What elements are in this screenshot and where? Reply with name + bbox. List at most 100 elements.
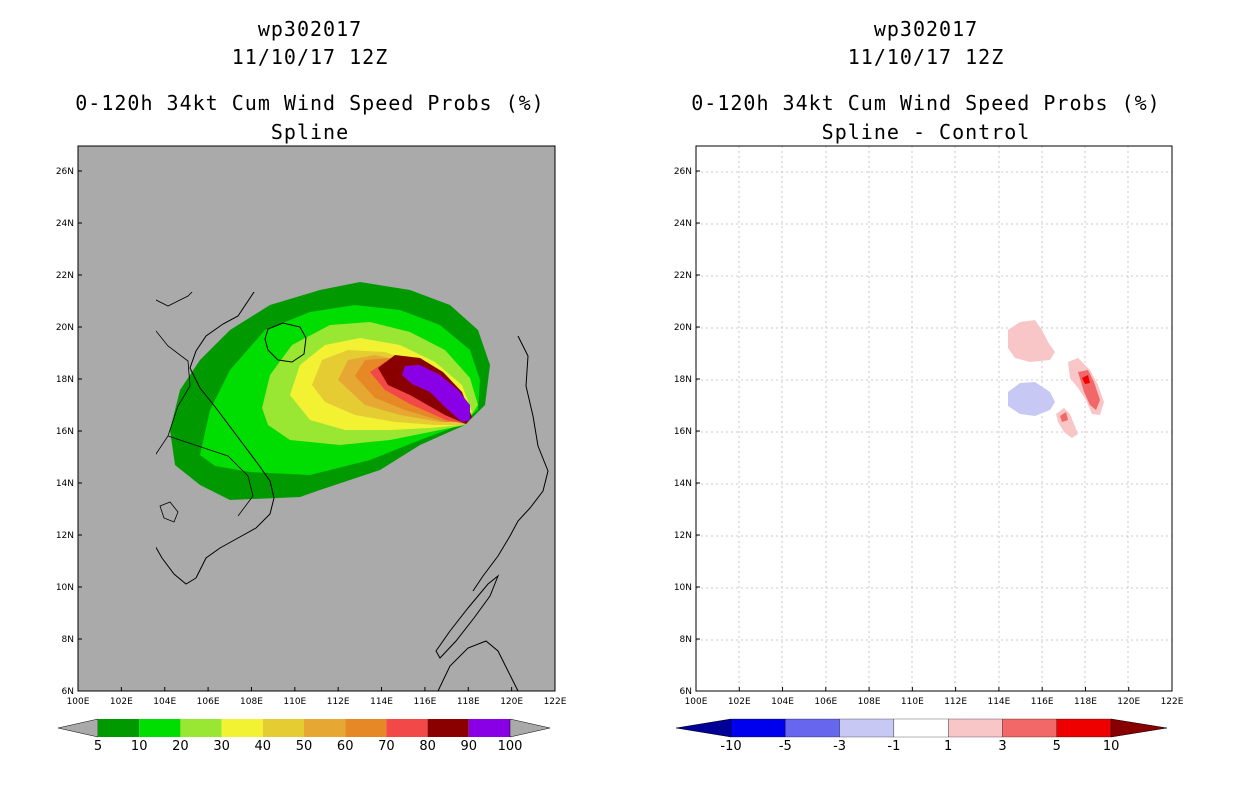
lon-label: 116E [413,697,436,707]
colorbar-label: 5 [94,739,102,754]
colorbar-label: -5 [779,739,792,754]
lon-label: 100E [685,697,708,707]
right-map [695,145,1173,692]
colorbar-label: 60 [337,739,354,754]
lat-label: 8N [680,635,692,645]
colorbar-box [1056,718,1112,738]
lon-label: 110E [901,697,924,707]
lon-label: 106E [197,697,220,707]
colorbar-label: 40 [255,739,272,754]
colorbar-label: 5 [1053,739,1061,754]
lat-label: 18N [674,375,692,385]
left-map [77,145,556,692]
lat-label: 10N [674,583,692,593]
lat-label: 16N [674,427,692,437]
colorbar-label: 30 [213,739,230,754]
left-axis-labels: 100E 102E 104E 106E 108E 110E 112E 114E 116E 118E… [56,167,567,707]
lat-label: 10N [56,583,74,593]
lat-label: 22N [56,271,74,281]
left-subtitle: Spline [270,120,350,144]
lat-label: 12N [674,531,692,541]
lon-label: 102E [728,697,751,707]
lat-label: 22N [674,271,692,281]
lat-label: 26N [56,167,74,177]
colorbar-under-triangle [675,718,732,738]
lon-label: 122E [544,697,567,707]
lon-label: 120E [500,697,523,707]
colorbar-label: 100 [498,739,523,754]
lon-label: 104E [153,697,176,707]
lon-label: 104E [771,697,794,707]
lat-label: 26N [674,167,692,177]
left-product-title: 0-120h 34kt Cum Wind Speed Probs (%) [75,91,545,115]
colorbar-box [468,719,510,737]
colorbar-label: -1 [887,739,900,754]
colorbar-label: 10 [131,739,148,754]
colorbar-box [730,718,786,738]
lon-label: 108E [858,697,881,707]
colorbar-label: 20 [172,739,189,754]
colorbar-label: 10 [1103,739,1120,754]
right-difference-contours [1008,320,1104,438]
lat-label: 8N [62,635,74,645]
lon-label: 118E [1074,697,1097,707]
right-axis-labels: 100E 102E 104E 106E 108E 110E 112E 114E 116E 118E… [674,167,1184,707]
colorbar-label: 50 [296,739,313,754]
lon-label: 102E [110,697,133,707]
lon-label: 118E [457,697,480,707]
colorbar-box [893,718,949,738]
colorbar-label: -3 [833,739,846,754]
colorbar-box [839,718,895,738]
colorbar-box [386,719,428,737]
colorbar-box [785,718,840,738]
lat-label: 20N [674,323,692,333]
lat-label: 18N [56,375,74,385]
lon-label: 114E [987,697,1010,707]
colorbar-over-triangle [1110,718,1168,738]
right-datetime: 11/10/17 12Z [847,45,1005,69]
colorbar-box [180,719,222,737]
colorbar-box [262,719,304,737]
left-probability-contours [170,282,490,500]
right-subtitle: Spline - Control [821,120,1031,144]
colorbar-box [1002,718,1057,738]
lon-label: 100E [67,697,90,707]
lat-label: 12N [56,531,74,541]
left-colorbar: 5 10 20 30 40 50 60 70 80 90 100 [57,718,551,754]
colorbar-box [98,719,140,737]
colorbar-box [345,719,387,737]
left-storm-id: wp302017 [257,17,363,41]
lat-label: 14N [674,479,692,489]
right-product-title: 0-120h 34kt Cum Wind Speed Probs (%) [691,91,1161,115]
lat-label: 6N [680,687,692,697]
lon-label: 114E [370,697,393,707]
left-datetime: 11/10/17 12Z [231,45,389,69]
colorbar-under-triangle [57,718,99,738]
lon-label: 106E [814,697,837,707]
colorbar-label: 1 [944,739,952,754]
colorbar-over-triangle [509,718,551,738]
colorbar-label: 80 [419,739,436,754]
lon-label: 112E [327,697,350,707]
colorbar-label: -10 [720,739,741,754]
colorbar-box [139,719,181,737]
colorbar-box [427,719,469,737]
lat-label: 20N [56,323,74,333]
lat-label: 14N [56,479,74,489]
lon-label: 120E [1117,697,1140,707]
lon-label: 122E [1161,697,1184,707]
lon-label: 110E [283,697,306,707]
lat-label: 16N [56,427,74,437]
colorbar-box [221,719,263,737]
lon-label: 108E [240,697,263,707]
colorbar-box [948,718,1003,738]
colorbar-label: 70 [378,739,395,754]
colorbar-label: 90 [461,739,478,754]
colorbar-box [304,719,346,737]
lat-label: 24N [56,219,74,229]
lon-label: 112E [944,697,967,707]
lat-label: 6N [62,687,74,697]
right-colorbar: -10 -5 -3 -1 1 3 5 10 [675,718,1168,754]
colorbar-label: 3 [998,739,1006,754]
